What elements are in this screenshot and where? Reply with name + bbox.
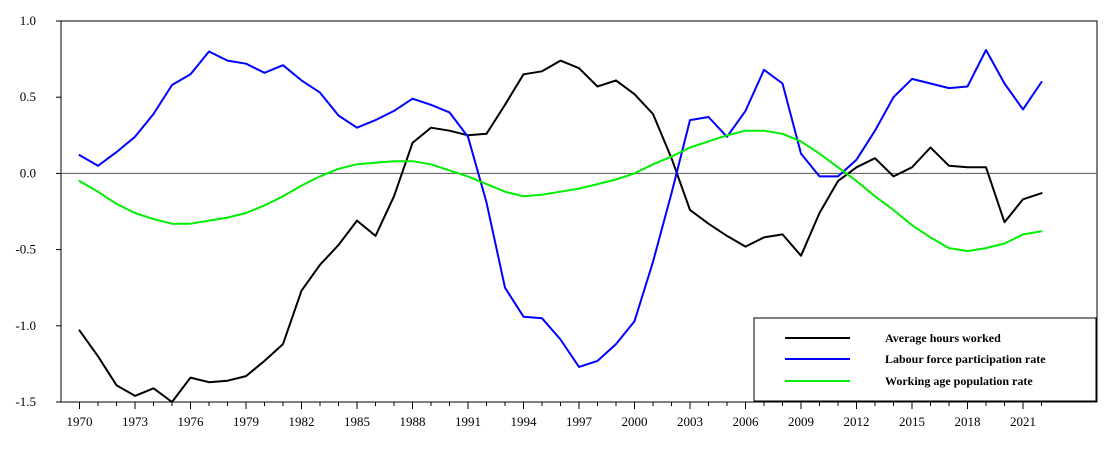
x-tick-label: 1979	[233, 414, 259, 429]
y-tick-label: 0.0	[20, 165, 36, 180]
series-line-2	[78, 49, 1043, 368]
x-tick-label: 2018	[955, 414, 981, 429]
x-tick-label: 1985	[344, 414, 370, 429]
x-tick-label: 1988	[400, 414, 426, 429]
x-tick-label: 1976	[178, 414, 205, 429]
x-tick-label: 2009	[788, 414, 814, 429]
x-tick-label: 1970	[67, 414, 93, 429]
series-line-1	[78, 59, 1043, 403]
x-tick-label: 2012	[844, 414, 870, 429]
y-tick-label: 1.0	[20, 13, 36, 28]
x-tick-label: 1982	[289, 414, 315, 429]
x-axis: 1970 1973 1976 1979 1982 1985 1988 1991 1994 1997…	[67, 402, 1042, 429]
legend: Average hours worked Labour force partici…	[753, 317, 1097, 402]
y-tick-label: 0.5	[20, 89, 36, 104]
y-tick-label: -0.5	[15, 242, 36, 257]
x-tick-label: 2003	[677, 414, 703, 429]
x-tick-label: 2006	[733, 414, 760, 429]
y-tick-label: -1.5	[15, 394, 36, 409]
x-tick-label: 1973	[122, 414, 148, 429]
x-tick-label: 2021	[1010, 414, 1036, 429]
legend-label: Average hours worked	[885, 331, 1001, 345]
legend-label: Labour force participation rate	[885, 352, 1046, 366]
series-line-3	[78, 129, 1043, 253]
x-tick-label: 2000	[622, 414, 648, 429]
x-tick-label: 1997	[566, 414, 593, 429]
y-axis: -1.5 -1.0 -0.5 0.0 0.5 1.0	[15, 13, 61, 409]
x-tick-label: 1994	[511, 414, 538, 429]
x-tick-label: 1991	[455, 414, 481, 429]
x-tick-label: 2015	[899, 414, 925, 429]
legend-label: Working age population rate	[885, 374, 1033, 388]
series-layer	[78, 49, 1043, 403]
y-tick-label: -1.0	[15, 318, 36, 333]
